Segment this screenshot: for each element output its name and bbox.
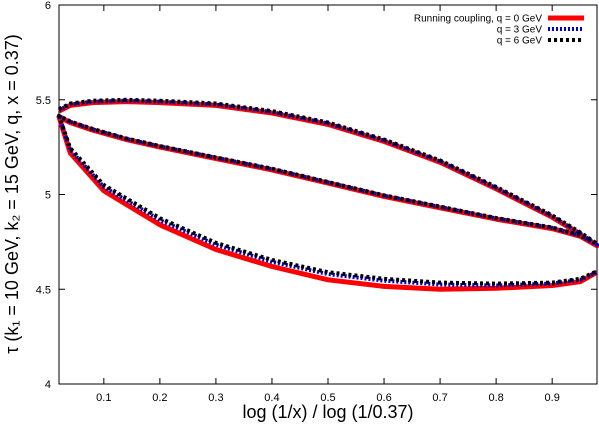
x-tick-label: 0.8 [488, 392, 503, 404]
y-tick-label: 4.5 [36, 284, 51, 296]
legend-label-1: Running coupling, q = 0 GeV [414, 14, 542, 25]
tick-marks [59, 4, 597, 385]
x-tick-label: 0.6 [376, 392, 391, 404]
y-tick-label: 4 [45, 379, 51, 391]
legend-label-3: q = 6 GeV [497, 36, 543, 47]
x-tick-label: 0.3 [208, 392, 223, 404]
series-line-3 [57, 97, 599, 286]
x-tick-label: 0.2 [152, 392, 167, 404]
y-axis-label: τ (k₁ = 10 GeV, k₂ = 15 GeV, q, x = 0.37… [2, 34, 22, 354]
y-tick-label: 5 [45, 190, 51, 202]
y-tick-label: 6 [45, 0, 51, 12]
x-tick-label: 0.1 [96, 392, 111, 404]
series-layer [56, 97, 599, 292]
x-axis-label: log (1/x) / log (1/0.37) [242, 402, 413, 422]
plot-area [58, 4, 598, 385]
y-tick-label: 5.5 [36, 95, 51, 107]
legend-label-2: q = 3 GeV [497, 25, 543, 36]
tick-labels: 0.1 0.2 0.3 0.4 0.5 0.6 0.7 0.8 0.9 4 4.5 5 5.5 6 [36, 0, 560, 404]
x-tick-label: 0.7 [432, 392, 447, 404]
x-tick-label: 0.4 [264, 392, 279, 404]
x-tick-label: 0.9 [545, 392, 560, 404]
x-tick-label: 0.5 [320, 392, 335, 404]
